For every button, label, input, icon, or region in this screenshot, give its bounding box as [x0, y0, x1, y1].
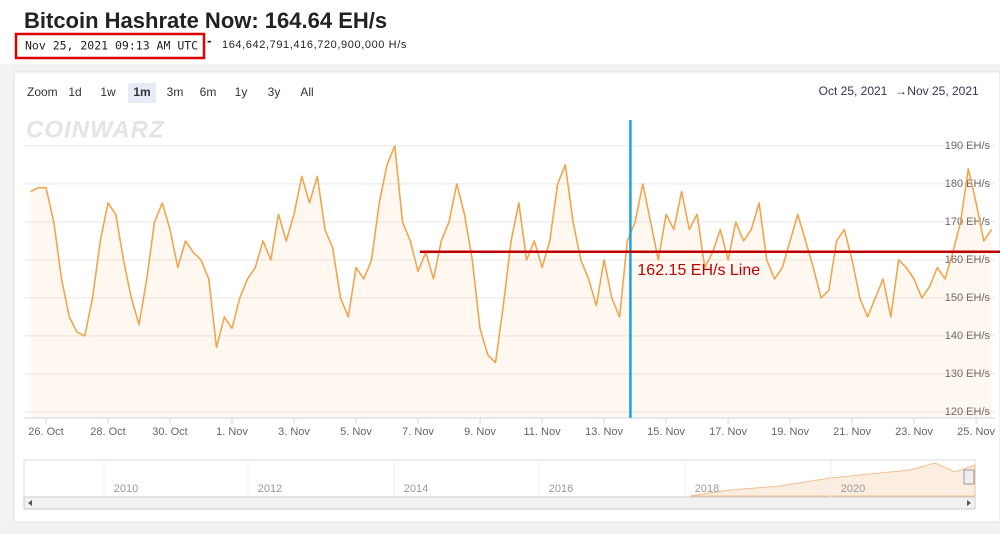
x-tick-label: 26. Oct — [28, 426, 63, 438]
zoom-button[interactable]: 1w — [100, 85, 116, 99]
logo-watermark: COINWARZ — [26, 116, 165, 143]
chart-panel — [13, 71, 1000, 523]
x-tick-label: 1. Nov — [216, 426, 248, 438]
navigator-year: 2010 — [114, 483, 138, 495]
reference-line-label: 162.15 EH/s Line — [637, 262, 760, 279]
x-tick-label: 28. Oct — [90, 426, 125, 438]
y-tick-label: 130 EH/s — [945, 368, 991, 380]
page-title: Bitcoin Hashrate Now: 164.64 EH/s — [24, 8, 387, 33]
x-tick-label: 17. Nov — [709, 426, 747, 438]
exact-hashrate: 164,642,791,416,720,900,000 H/s — [222, 39, 407, 51]
y-tick-label: 120 EH/s — [945, 406, 991, 418]
zoom-button[interactable]: 1m — [133, 85, 150, 99]
zoom-button[interactable]: 1d — [68, 85, 81, 99]
highlight-box — [14, 32, 206, 60]
navigator-year: 2012 — [258, 483, 282, 495]
navigator-year: 2014 — [404, 483, 428, 495]
zoom-button[interactable]: 6m — [200, 85, 217, 99]
y-tick-label: 180 EH/s — [945, 178, 991, 190]
y-tick-label: 150 EH/s — [945, 292, 991, 304]
zoom-button[interactable]: 3m — [167, 85, 184, 99]
x-tick-label: 19. Nov — [771, 426, 809, 438]
range-from: Oct 25, 2021 — [819, 84, 888, 98]
x-tick-label: 13. Nov — [585, 426, 623, 438]
zoom-button-selected-bg — [128, 83, 156, 103]
x-tick-label: 15. Nov — [647, 426, 685, 438]
x-tick-label: 25. Nov — [957, 426, 995, 438]
range-to: Nov 25, 2021 — [907, 84, 979, 98]
x-tick-label: 7. Nov — [402, 426, 434, 438]
x-tick-label: 23. Nov — [895, 426, 933, 438]
navigator-year: 2020 — [841, 483, 865, 495]
separator: - — [207, 33, 212, 49]
x-tick-label: 11. Nov — [524, 426, 562, 438]
zoom-button[interactable]: 1y — [235, 85, 248, 99]
zoom-button[interactable]: All — [300, 85, 313, 99]
range-arrow: → — [895, 84, 907, 98]
navigator-handle[interactable] — [963, 469, 975, 485]
y-tick-label: 140 EH/s — [945, 330, 991, 342]
x-tick-label: 30. Oct — [152, 426, 187, 438]
header-panel — [0, 0, 1000, 64]
x-tick-label: 5. Nov — [340, 426, 372, 438]
series-line — [30, 145, 993, 364]
x-tick-label: 3. Nov — [278, 426, 310, 438]
zoom-button[interactable]: 3y — [268, 85, 281, 99]
x-tick-label: 9. Nov — [464, 426, 496, 438]
x-tick-label: 21. Nov — [833, 426, 871, 438]
timestamp: Nov 25, 2021 09:13 AM UTC — [25, 39, 198, 53]
y-tick-label: 160 EH/s — [945, 254, 991, 266]
y-tick-label: 190 EH/s — [945, 140, 991, 152]
navigator-year: 2018 — [695, 483, 719, 495]
series-area — [30, 145, 992, 419]
zoom-label: Zoom — [27, 85, 58, 99]
navigator-year: 2016 — [549, 483, 573, 495]
scrollbar[interactable] — [23, 496, 976, 510]
navigator-series — [689, 462, 976, 497]
